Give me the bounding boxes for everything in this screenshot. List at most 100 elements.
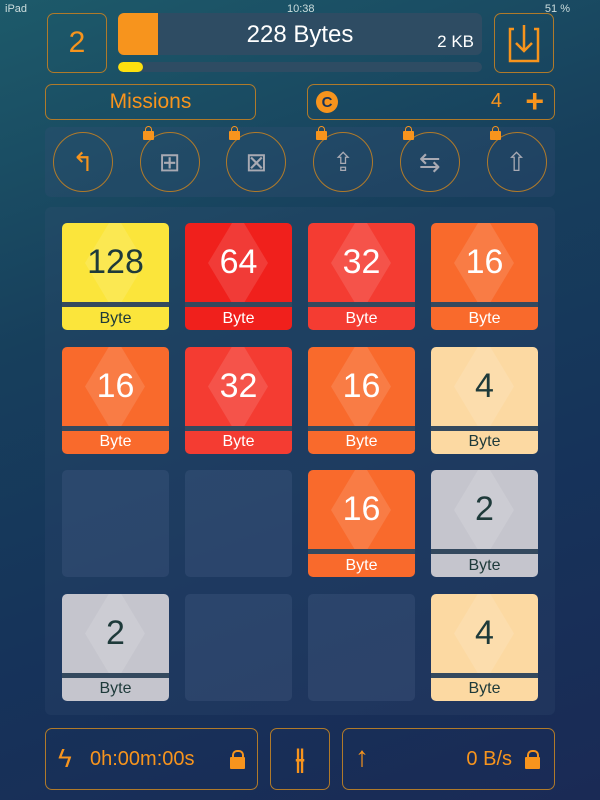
lock-icon: [230, 750, 245, 769]
timer-panel[interactable]: ϟ 0h:00m:00s: [45, 728, 258, 790]
progress-bar: [118, 62, 482, 72]
lock-icon: [402, 126, 414, 140]
export-icon: ⇧: [505, 146, 528, 177]
tile: 2 Byte: [62, 593, 169, 701]
tile: 16 Byte: [62, 346, 169, 454]
tile-face: 16: [62, 346, 169, 426]
remove-tile-icon: ⊠: [245, 146, 268, 177]
tile-divider: [185, 425, 292, 431]
tool-swap-button[interactable]: ⇆: [399, 126, 460, 192]
tool-undo-button[interactable]: ↰: [53, 132, 113, 192]
tile-divider: [308, 302, 415, 307]
tile-divider: [62, 672, 169, 678]
tile-unit: Byte: [62, 430, 169, 454]
tile-unit: Byte: [431, 554, 538, 577]
tile-value: 4: [475, 613, 494, 652]
tile: 4 Byte: [431, 593, 538, 701]
tile-face: 128: [62, 223, 169, 302]
timer-label: 0h:00m:00s: [90, 748, 195, 770]
tile-face: 16: [308, 346, 415, 426]
tile: 4 Byte: [431, 346, 538, 454]
tile: 32 Byte: [185, 346, 292, 454]
lightning-icon: ϟ: [58, 743, 72, 773]
tile-unit: Byte: [308, 554, 415, 577]
tile-face: 64: [185, 223, 292, 302]
upload-icon: ⇪: [332, 146, 354, 177]
status-battery: 51 %: [544, 3, 570, 15]
tile-unit: Byte: [308, 430, 415, 454]
tool-add-tile-button[interactable]: ⊞: [139, 126, 200, 192]
tile-value: 2: [106, 613, 125, 652]
tile: 128 Byte: [62, 223, 169, 330]
tool-remove-tile-button[interactable]: ⊠: [226, 126, 287, 192]
tile-divider: [431, 672, 538, 678]
tile-face: 32: [185, 346, 292, 426]
tile-unit: Byte: [185, 307, 292, 330]
arrow-up-icon: ↑: [355, 741, 369, 772]
tile-face: 16: [308, 470, 415, 549]
tile: 64 Byte: [185, 223, 292, 330]
bytes-bar: 228 Bytes 2 KB: [118, 13, 482, 55]
coin-icon: C: [316, 91, 338, 113]
tile: 16 Byte: [308, 346, 415, 454]
swap-icon: ⇆: [418, 146, 441, 177]
game-board: 128 Byte 64 Byte 32 Byte 16 Byte 16 Byte 32 Byte 16 B…: [45, 207, 555, 715]
tile-value: 64: [219, 243, 258, 281]
tool-upload-button[interactable]: ⇪: [313, 126, 374, 192]
tile-unit: Byte: [431, 430, 538, 454]
progress-fill: [118, 62, 144, 72]
tile-face: 4: [431, 346, 538, 426]
speed-label: 0 B/s: [466, 748, 512, 770]
tile-value: 32: [342, 243, 381, 281]
tile-value: 16: [465, 243, 504, 281]
add-tile-icon: ⊞: [158, 146, 181, 177]
tile-divider: [431, 302, 538, 307]
level-button[interactable]: 2: [47, 13, 107, 73]
tile-divider: [308, 425, 415, 431]
tile-unit: Byte: [431, 677, 538, 701]
tile-unit: Byte: [308, 307, 415, 330]
empty-cell: [62, 470, 169, 577]
tile: 32 Byte: [308, 223, 415, 330]
tile-value: 32: [219, 366, 258, 405]
empty-cell: [185, 593, 292, 701]
lock-icon: [142, 126, 154, 140]
tile-value: 16: [342, 490, 381, 528]
toolbar: ↰ ⊞ ⊠ ⇪ ⇆ ⇧: [45, 126, 555, 197]
lock-icon: [229, 126, 241, 140]
coin-count: 4: [490, 90, 502, 112]
lock-icon: [489, 126, 501, 140]
tile-divider: [431, 549, 538, 554]
tile-face: 2: [62, 593, 169, 673]
add-coins-button[interactable]: +: [525, 83, 544, 119]
bytes-label: 228 Bytes: [246, 21, 354, 48]
tile-face: 4: [431, 593, 538, 673]
download-tray-icon: [508, 25, 540, 63]
tile-divider: [185, 302, 292, 307]
tile-divider: [62, 425, 169, 431]
tile-unit: Byte: [62, 677, 169, 701]
tile-divider: [431, 425, 538, 431]
tile-value: 16: [96, 366, 135, 405]
lock-icon: [525, 750, 540, 769]
undo-icon: ↰: [72, 146, 94, 177]
tile-face: 32: [308, 223, 415, 302]
tile-value: 2: [475, 490, 494, 528]
coins-panel: C 4 +: [307, 83, 555, 120]
download-button[interactable]: [494, 13, 554, 73]
tile-unit: Byte: [185, 430, 292, 454]
bytes-bar-fill: [118, 13, 159, 55]
missions-button[interactable]: Missions: [45, 84, 256, 120]
empty-cell: [308, 593, 415, 701]
settings-button[interactable]: ⫲: [270, 728, 330, 790]
tile-value: 4: [475, 366, 494, 405]
tile-unit: Byte: [62, 307, 169, 330]
tile-divider: [308, 549, 415, 554]
sliders-icon: ⫲: [295, 742, 305, 774]
empty-cell: [185, 470, 292, 577]
status-device: iPad: [5, 3, 28, 15]
speed-panel[interactable]: ↑ 0 B/s: [342, 728, 555, 790]
tile: 2 Byte: [431, 470, 538, 577]
tool-export-button[interactable]: ⇧: [486, 126, 547, 192]
tile-divider: [62, 302, 169, 307]
